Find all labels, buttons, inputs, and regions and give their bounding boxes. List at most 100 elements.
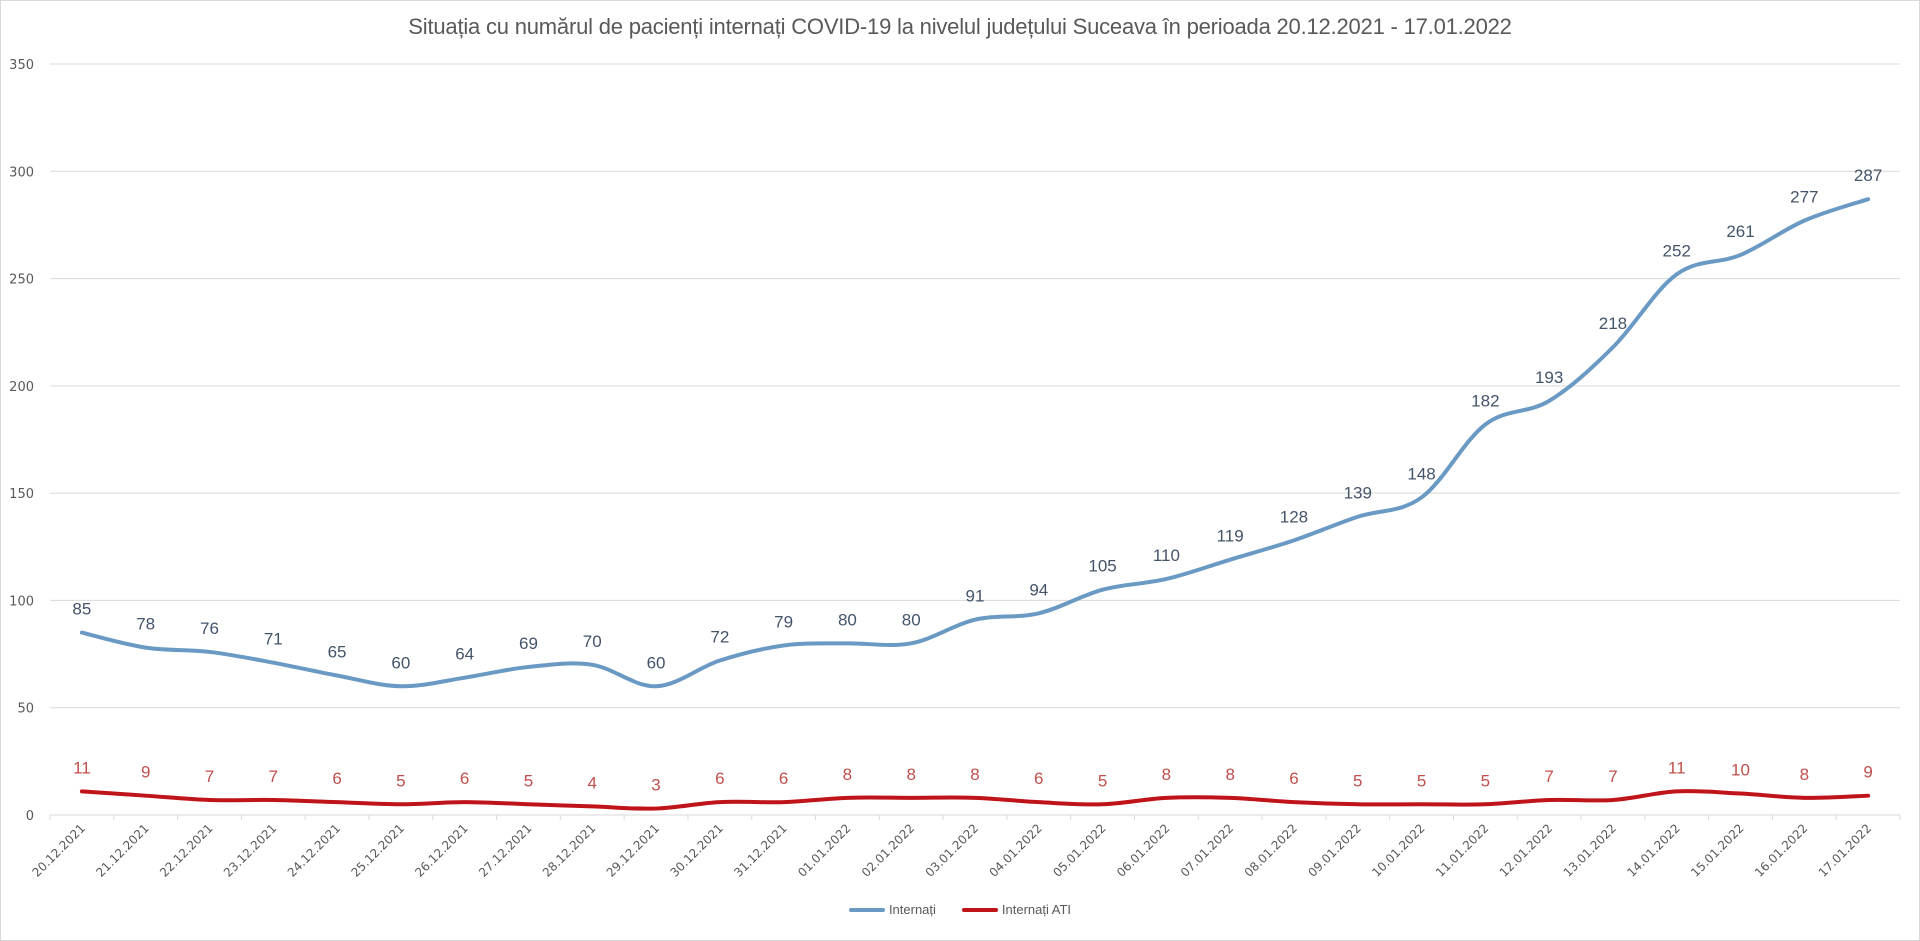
data-label-internati: 105 bbox=[1088, 557, 1116, 576]
x-tick-label: 08.01.2022 bbox=[1242, 821, 1300, 879]
data-label-internati-ati: 6 bbox=[1034, 769, 1043, 788]
data-label-internati-ati: 10 bbox=[1731, 761, 1750, 780]
data-label-internati-ati: 3 bbox=[651, 776, 660, 795]
data-label-internati-ati: 5 bbox=[1353, 771, 1362, 790]
y-tick-label: 250 bbox=[9, 273, 34, 288]
x-tick-label: 25.12.2021 bbox=[348, 821, 406, 879]
x-tick-label: 22.12.2021 bbox=[157, 821, 215, 879]
data-label-internati-ati: 8 bbox=[1225, 765, 1234, 784]
series-line-internati bbox=[79, 197, 1871, 689]
y-tick-label: 350 bbox=[9, 58, 34, 73]
y-axis: 0 50 100 150 200 250 300 350 bbox=[9, 58, 34, 824]
legend-item-internati[interactable]: Internați bbox=[848, 902, 936, 917]
data-label-internati-ati: 7 bbox=[1544, 767, 1553, 786]
x-tick-label: 12.01.2022 bbox=[1497, 821, 1555, 879]
x-tick-label: 07.01.2022 bbox=[1178, 821, 1236, 879]
x-tick-label: 03.01.2022 bbox=[923, 821, 981, 879]
data-label-internati-ati: 5 bbox=[1481, 771, 1490, 790]
data-label-internati: 80 bbox=[838, 610, 857, 629]
data-label-internati-ati: 11 bbox=[1668, 758, 1686, 777]
data-label-internati-ati: 5 bbox=[1098, 771, 1107, 790]
x-tick-label: 30.12.2021 bbox=[667, 821, 725, 879]
data-label-internati-ati: 5 bbox=[1417, 771, 1426, 790]
data-label-internati-ati: 8 bbox=[906, 765, 915, 784]
series-line-internati-ati bbox=[79, 789, 1871, 811]
data-label-internati-ati: 9 bbox=[1863, 763, 1872, 782]
data-label-internati-ati: 8 bbox=[1800, 765, 1809, 784]
data-label-internati: 65 bbox=[328, 643, 347, 662]
legend-label-internati-ati: Internați ATI bbox=[1001, 902, 1072, 917]
x-tick-label: 20.12.2021 bbox=[30, 821, 88, 879]
x-tick-label: 05.01.2022 bbox=[1050, 821, 1108, 879]
data-label-internati: 64 bbox=[455, 645, 474, 664]
data-label-internati: 60 bbox=[647, 653, 666, 672]
data-label-internati-ati: 8 bbox=[970, 765, 979, 784]
data-label-internati-ati: 5 bbox=[396, 771, 405, 790]
legend: Internați Internați ATI bbox=[0, 902, 1920, 917]
x-tick-label: 15.01.2022 bbox=[1688, 821, 1746, 879]
series-lines bbox=[79, 197, 1871, 811]
x-tick-label: 10.01.2022 bbox=[1369, 821, 1427, 879]
data-label-internati-ati: 7 bbox=[269, 767, 278, 786]
data-label-internati: 218 bbox=[1599, 314, 1627, 333]
x-tick-label: 11.01.2022 bbox=[1433, 821, 1491, 879]
data-label-internati-ati: 8 bbox=[1162, 765, 1171, 784]
data-label-internati: 71 bbox=[264, 630, 283, 649]
data-label-internati: 182 bbox=[1471, 391, 1499, 410]
data-label-internati-ati: 6 bbox=[460, 769, 469, 788]
x-tick-label: 16.01.2022 bbox=[1752, 821, 1810, 879]
data-label-internati-ati: 4 bbox=[588, 773, 597, 792]
x-tick-label: 26.12.2021 bbox=[412, 821, 470, 879]
data-label-internati: 76 bbox=[200, 619, 219, 638]
x-tick-label: 29.12.2021 bbox=[604, 821, 662, 879]
data-label-internati: 79 bbox=[774, 612, 793, 631]
data-label-internati: 119 bbox=[1217, 527, 1244, 546]
data-label-internati-ati: 6 bbox=[332, 769, 341, 788]
x-tick-label: 28.12.2021 bbox=[540, 821, 598, 879]
x-tick-label: 27.12.2021 bbox=[476, 821, 534, 879]
data-label-internati-ati: 7 bbox=[205, 767, 214, 786]
legend-swatch-internati bbox=[848, 907, 885, 912]
data-label-internati: 139 bbox=[1344, 484, 1372, 503]
x-axis: 20.12.2021 21.12.2021 22.12.2021 23.12.2021… bbox=[30, 814, 1901, 880]
y-tick-label: 150 bbox=[9, 487, 34, 502]
data-label-internati: 69 bbox=[519, 634, 538, 653]
data-label-internati: 80 bbox=[902, 610, 921, 629]
y-tick-label: 0 bbox=[26, 809, 34, 824]
data-label-internati: 252 bbox=[1663, 241, 1691, 260]
legend-label-internati: Internați bbox=[888, 902, 936, 917]
x-tick-label: 24.12.2021 bbox=[285, 821, 343, 879]
x-tick-label: 09.01.2022 bbox=[1305, 821, 1363, 879]
y-tick-label: 200 bbox=[9, 380, 34, 395]
data-label-internati-ati: 6 bbox=[1289, 769, 1298, 788]
chart-title: Situația cu numărul de pacienți internaț… bbox=[408, 14, 1512, 39]
data-label-internati-ati: 6 bbox=[715, 769, 724, 788]
y-tick-label: 100 bbox=[9, 594, 34, 609]
legend-item-internati-ati[interactable]: Internați ATI bbox=[961, 902, 1072, 917]
gridlines bbox=[50, 63, 1900, 709]
y-tick-label: 50 bbox=[17, 702, 34, 717]
data-label-internati-ati: 5 bbox=[524, 771, 533, 790]
x-tick-label: 14.01.2022 bbox=[1624, 821, 1682, 879]
data-label-internati: 287 bbox=[1854, 166, 1882, 185]
x-tick-label: 21.12.2021 bbox=[93, 821, 151, 879]
legend-swatch-internati-ati bbox=[961, 907, 998, 912]
data-label-internati: 91 bbox=[966, 587, 985, 606]
data-label-internati: 277 bbox=[1790, 188, 1818, 207]
x-tick-label: 23.12.2021 bbox=[221, 821, 279, 879]
x-tick-label: 31.12.2021 bbox=[731, 821, 789, 879]
data-label-internati-ati: 9 bbox=[141, 763, 150, 782]
data-label-internati: 193 bbox=[1535, 368, 1563, 387]
x-tick-label: 13.01.2022 bbox=[1561, 821, 1619, 879]
data-label-internati: 78 bbox=[136, 615, 155, 634]
x-tick-label: 01.01.2022 bbox=[795, 821, 853, 879]
x-tick-label: 06.01.2022 bbox=[1114, 821, 1172, 879]
data-label-internati: 70 bbox=[583, 632, 602, 651]
data-label-internati: 72 bbox=[710, 628, 729, 647]
data-label-internati: 60 bbox=[391, 653, 410, 672]
x-tick-label: 02.01.2022 bbox=[859, 821, 917, 879]
data-label-internati: 94 bbox=[1029, 580, 1048, 599]
data-label-internati-ati: 11 bbox=[73, 758, 91, 777]
